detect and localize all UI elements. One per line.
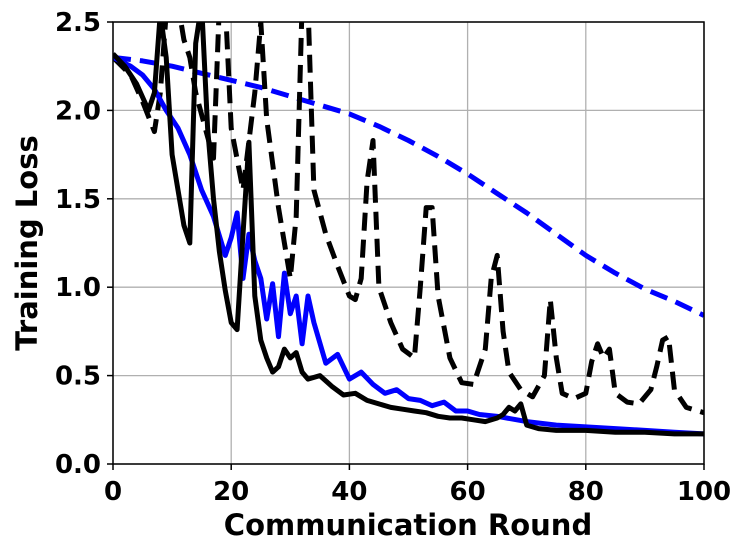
series-layer xyxy=(113,22,704,437)
series-line-3 xyxy=(113,22,704,437)
plot-frame xyxy=(112,21,705,465)
x-axis-ticks: 0 20 40 60 80 100 xyxy=(104,464,731,507)
series-line-1 xyxy=(113,22,704,416)
y-tick-label-1: 0.5 xyxy=(55,362,101,392)
y-tick-label-4: 2.0 xyxy=(55,96,101,126)
x-tick-label-2: 40 xyxy=(331,477,367,507)
y-tick-label-2: 1.0 xyxy=(55,273,101,303)
y-axis-ticks: 0.0 0.5 1.0 1.5 2.0 2.5 xyxy=(55,8,113,480)
series-line-2 xyxy=(113,55,704,437)
series-line-0 xyxy=(113,54,704,318)
x-tick-label-4: 80 xyxy=(568,477,604,507)
x-tick-label-0: 0 xyxy=(104,477,122,507)
y-axis-label: Training Loss xyxy=(10,135,44,350)
x-tick-label-1: 20 xyxy=(213,477,249,507)
x-axis-label: Communication Round xyxy=(224,508,592,542)
y-tick-label-5: 2.5 xyxy=(55,8,101,38)
y-tick-label-0: 0.0 xyxy=(55,450,101,480)
y-tick-label-3: 1.5 xyxy=(55,185,101,215)
x-tick-label-3: 60 xyxy=(450,477,486,507)
x-tick-label-5: 100 xyxy=(677,477,731,507)
